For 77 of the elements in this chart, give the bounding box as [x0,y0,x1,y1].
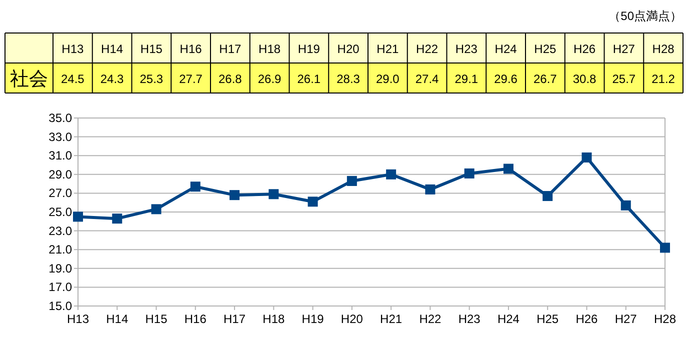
category-label: H28 [652,42,674,56]
point [660,242,670,253]
category-label: H18 [258,42,281,56]
x-tick-label: H26 [576,312,598,326]
data-label: 27.4 [415,72,440,86]
x-tick-label: H15 [145,312,168,326]
point [386,169,396,180]
x-tick-label: H20 [340,312,364,326]
data-label: 25.7 [612,72,636,86]
category-label: H26 [574,42,596,56]
data-label: 25.3 [140,72,164,86]
category-label: H13 [62,42,84,56]
data-label: 26.1 [297,72,321,86]
x-tick-label: H25 [536,312,559,326]
point [346,176,357,186]
category-label: H22 [416,42,438,56]
text: （50点満点） [608,9,682,23]
y-tick-label: 35.0 [48,111,72,125]
point [542,191,553,202]
x-tick-label: H22 [419,312,442,326]
y-tick-label: 25.0 [48,205,72,219]
x-tick-label: H13 [66,312,90,326]
x-tick-label: H23 [458,312,481,326]
point [464,168,474,178]
data-label: 21.2 [652,72,676,86]
y-tick-label: 15.0 [48,299,72,313]
point [308,196,318,207]
category-label: H23 [455,42,478,56]
point [503,164,514,174]
point [73,212,83,222]
y-tick-label: 23.0 [48,224,72,238]
category-label: H16 [180,42,202,56]
data-label: 29.0 [376,72,400,86]
data-label: 27.7 [179,72,203,86]
y-tick-label: 29.0 [48,167,72,182]
point [620,200,631,210]
text: 社会 [10,69,48,90]
data-label: 24.3 [100,72,124,86]
y-tick-label: 19.0 [48,261,72,276]
category-label: H15 [140,42,162,56]
y-tick-label: 31.0 [48,148,72,163]
category-label: H21 [376,42,399,56]
x-tick-label: H19 [302,312,324,326]
category-label: H25 [534,42,556,56]
point [151,204,162,214]
point [582,152,592,162]
category-label: H14 [101,42,124,56]
point [268,189,279,200]
x-tick-label: H17 [224,312,246,326]
y-tick-label: 21.0 [48,242,72,257]
x-tick-label: H21 [380,312,402,326]
data-label: 24.5 [61,72,85,86]
data-label: 26.8 [218,72,242,86]
point [230,190,240,200]
x-tick-label: H27 [614,312,638,326]
data-label: 29.1 [454,72,478,86]
category-label: H27 [612,42,635,56]
x-tick-label: H24 [497,312,520,326]
point [190,182,200,192]
x-tick-label: H28 [654,312,676,326]
data-label: 29.6 [494,72,518,86]
data-label: 28.3 [336,72,360,86]
data-label: 26.7 [534,72,558,86]
point [425,184,436,194]
category-label: H17 [219,42,242,56]
category-label: H20 [337,42,360,56]
data-label: 26.9 [258,72,282,86]
category-label: H24 [494,42,517,56]
x-tick-label: H18 [262,312,285,326]
y-tick-label: 17.0 [48,280,72,294]
x-tick-label: H16 [184,312,207,326]
category-label: H19 [298,42,320,56]
point [112,214,122,224]
data-label: 30.8 [572,72,597,86]
x-tick-label: H14 [106,312,128,326]
y-tick-label: 33.0 [48,130,72,144]
y-tick-label: 27.0 [48,186,72,200]
